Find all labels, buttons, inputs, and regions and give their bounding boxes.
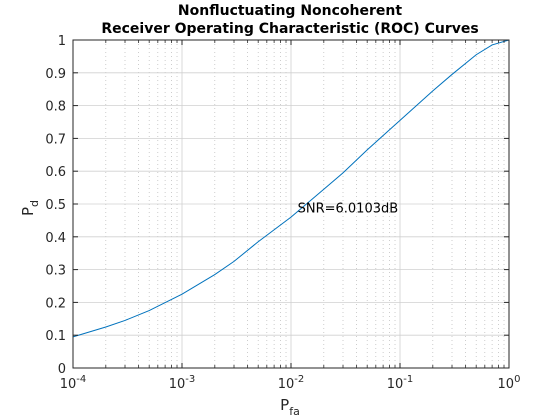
x-tick-mantissa: 10 (387, 377, 404, 392)
x-tick-exponent: -3 (185, 374, 195, 385)
x-tick-mantissa: 10 (169, 377, 186, 392)
chart-title-line-2: Receiver Operating Characteristic (ROC) … (101, 21, 478, 37)
series-layer (72, 39, 510, 338)
y-tick-label: 0.4 (45, 231, 66, 246)
x-tick-label: 100 (498, 374, 521, 392)
y-tick-label: 0.2 (45, 296, 66, 311)
y-tick-label: 0.8 (45, 100, 66, 115)
x-axis-label-base: P (280, 396, 289, 414)
chart-title-line-1: Nonfluctuating Noncoherent (178, 3, 402, 19)
y-tick-label: 1 (58, 34, 66, 49)
x-tick-exponent: 0 (514, 374, 520, 385)
ticks: 10-4 10-3 10-2 10-1 10000.10.20.30.40.50.60.… (45, 34, 520, 392)
y-tick-label: 0.9 (45, 67, 66, 82)
roc-curve-1 (72, 39, 510, 338)
y-axis-label: Pd (19, 200, 41, 216)
x-tick-mantissa: 10 (498, 377, 515, 392)
y-tick-label: 0.5 (45, 198, 66, 213)
y-tick-label: 0.7 (45, 132, 66, 147)
x-tick-label: 10-3 (169, 374, 196, 392)
x-tick-label: 10-1 (387, 374, 414, 392)
x-tick-mantissa: 10 (278, 377, 295, 392)
y-tick-label: 0.3 (45, 264, 66, 279)
x-axis-label: Pfa (280, 396, 300, 418)
y-axis-label-sub: d (28, 200, 41, 207)
x-tick-exponent: -2 (294, 374, 304, 385)
x-axis-label-sub: fa (289, 405, 300, 418)
x-tick-mantissa: 10 (60, 377, 77, 392)
x-tick-label: 10-2 (278, 374, 305, 392)
annotations: SNR=6.0103dB (298, 201, 399, 216)
y-tick-label: 0 (58, 362, 66, 377)
y-tick-label: 0.6 (45, 165, 66, 180)
y-tick-label: 0.1 (45, 329, 66, 344)
x-tick-exponent: -1 (403, 374, 413, 385)
x-tick-exponent: -4 (76, 374, 86, 385)
x-tick-label: 10-4 (60, 374, 87, 392)
snr-annotation: SNR=6.0103dB (298, 201, 399, 216)
y-axis-label-base: P (19, 207, 37, 216)
